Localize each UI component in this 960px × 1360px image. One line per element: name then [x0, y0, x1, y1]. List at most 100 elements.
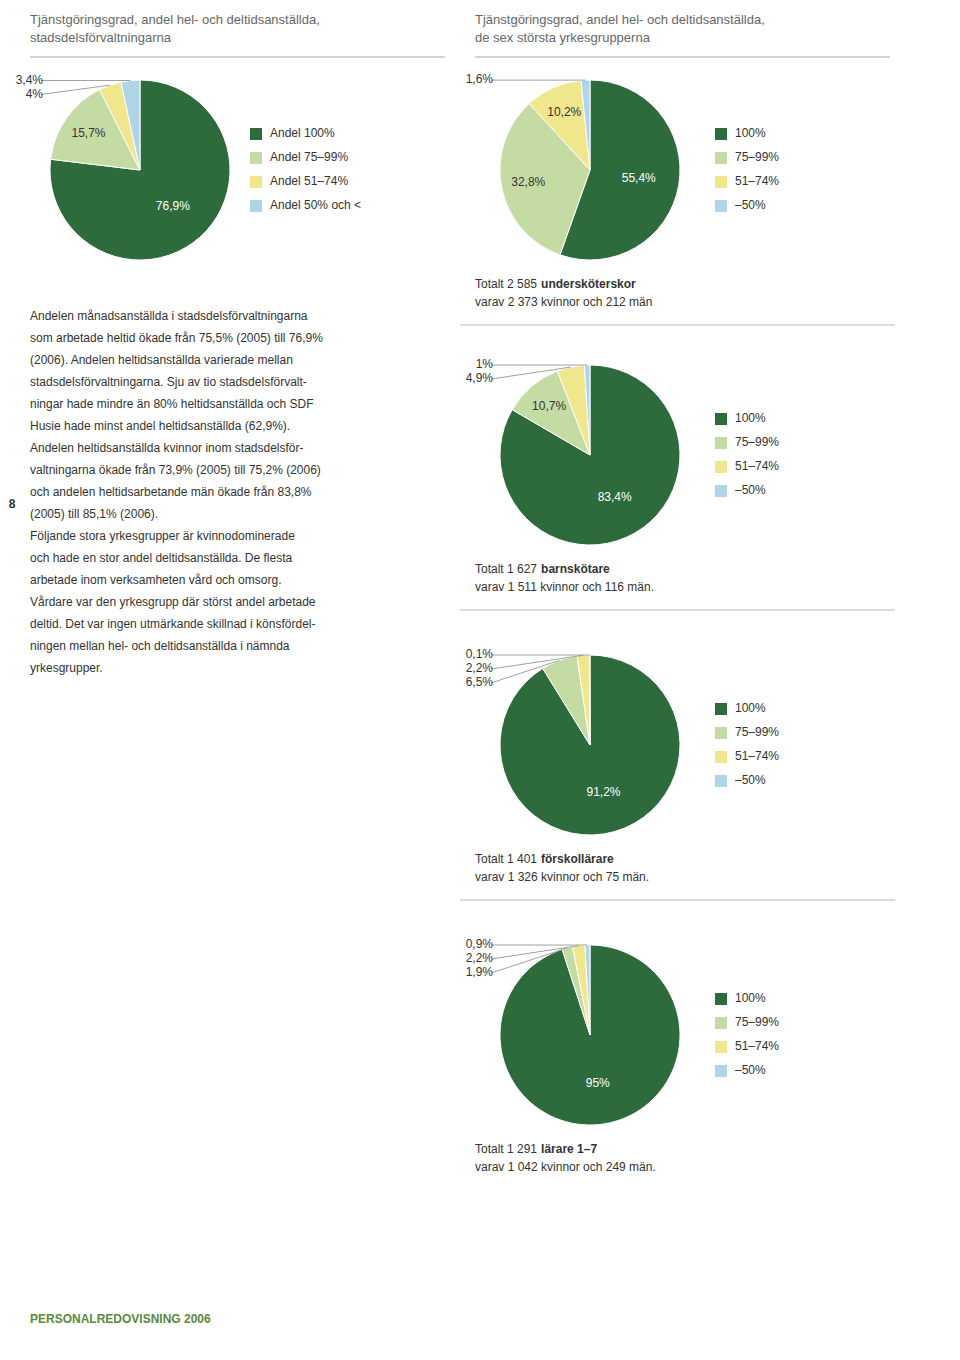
data-label: 95% — [586, 1076, 610, 1090]
data-label: 1,6% — [466, 72, 494, 86]
legend-label: 100% — [735, 126, 766, 140]
slices — [500, 655, 680, 835]
leader-line — [41, 85, 110, 94]
caption: varav 1 326 kvinnor och 75 män. — [475, 870, 649, 884]
body-text: arbetade inom verksamheten vård och omso… — [30, 573, 281, 587]
data-label: 6,5% — [466, 675, 494, 689]
body-text: ningen mellan hel- och deltidsanställda … — [30, 639, 290, 653]
body-text: Husie hade minst andel heltidsanställda … — [30, 419, 290, 433]
legend-swatch — [715, 128, 727, 140]
legend-swatch — [250, 128, 262, 140]
separator — [460, 900, 895, 901]
data-labels: 91,2% 0,1%2,2%6,5% — [466, 647, 621, 799]
legend-label: 75–99% — [735, 435, 779, 449]
legend-label: 100% — [735, 411, 766, 425]
data-label: 2,2% — [466, 661, 494, 675]
legend-swatch — [715, 727, 727, 739]
slices — [50, 80, 230, 260]
pie-slice — [589, 655, 591, 745]
legend-swatch — [250, 152, 262, 164]
caption: Totalt 1 627 — [475, 562, 537, 576]
legend-swatch — [715, 775, 727, 787]
legend-swatch — [715, 200, 727, 212]
legend-swatch — [715, 751, 727, 763]
legend-swatch — [715, 1017, 727, 1029]
body-text: Andelen heltidsanställda kvinnor inom st… — [30, 441, 304, 455]
legend-item: 51–74% — [715, 749, 779, 763]
legend-label: 100% — [735, 701, 766, 715]
legend-label: Andel 50% och < — [270, 198, 361, 212]
legend-label: –50% — [735, 483, 766, 497]
pie-slice — [50, 80, 230, 260]
data-label: 83,4% — [598, 490, 632, 504]
pie-slice — [500, 655, 680, 835]
legend-swatch — [715, 461, 727, 473]
body-text: Följande stora yrkesgrupper är kvinnodom… — [30, 529, 295, 543]
legend-swatch — [715, 152, 727, 164]
legend-label: 51–74% — [735, 749, 779, 763]
pie-slice — [585, 945, 590, 1035]
legend-swatch — [715, 437, 727, 449]
separator — [460, 610, 895, 611]
page-number: 8 — [9, 497, 16, 511]
data-label: 10,7% — [532, 399, 566, 413]
pie-slice — [573, 945, 590, 1035]
data-label: 1,9% — [466, 965, 494, 979]
title: Tjänstgöringsgrad, andel hel- och deltid… — [30, 12, 320, 45]
pie-slice — [543, 656, 590, 745]
legend-swatch — [715, 485, 727, 497]
caption: varav 1 042 kvinnor och 249 män. — [475, 1160, 656, 1174]
leader-line — [491, 655, 590, 656]
body-text: ningar hade mindre än 80% heltidsanställ… — [30, 397, 314, 411]
caption: varav 1 511 kvinnor och 116 män. — [475, 580, 654, 594]
data-label: 4,9% — [466, 371, 494, 385]
caption: Totalt 1 401 — [475, 852, 537, 866]
slices — [500, 365, 680, 545]
leader-line — [491, 365, 587, 366]
data-label: 10,2% — [547, 105, 581, 119]
body-text: Vårdare var den yrkesgrupp där störst an… — [30, 595, 316, 609]
legend-item: 51–74% — [715, 1039, 779, 1053]
legend-swatch — [715, 176, 727, 188]
data-label: 91,2% — [586, 785, 620, 799]
legend-label: 75–99% — [735, 1015, 779, 1029]
pie-slice — [584, 365, 590, 455]
title: Tjänstgöringsgrad, andel hel- och deltid… — [475, 12, 765, 45]
legend-item: –50% — [715, 198, 766, 212]
legend-item: –50% — [715, 773, 766, 787]
legend-label: Andel 51–74% — [270, 174, 348, 188]
separator — [475, 57, 890, 58]
slices — [500, 80, 680, 260]
body-text: valtningarna ökade från 73,9% (2005) til… — [30, 463, 321, 477]
leader-line — [491, 945, 587, 946]
legend-label: 51–74% — [735, 459, 779, 473]
legend: 100%75–99%51–74%–50% — [715, 991, 779, 1077]
pie-slice — [581, 80, 590, 170]
legend-item: Andel 75–99% — [250, 150, 348, 164]
pie-chart: 95%0,9%2,2%1,9% — [466, 937, 680, 1125]
legend-item: –50% — [715, 483, 766, 497]
pie-slice — [529, 80, 590, 170]
data-label: 0,1% — [466, 647, 494, 661]
pie-slice — [121, 80, 140, 170]
body-text: som arbetade heltid ökade från 75,5% (20… — [30, 331, 323, 345]
leader-line — [491, 946, 579, 959]
legend-swatch — [715, 413, 727, 425]
legend-item: 51–74% — [715, 174, 779, 188]
data-labels: 83,4%10,7%1%4,9% — [466, 357, 632, 504]
separator — [460, 325, 895, 326]
legend-item: 100% — [715, 701, 766, 715]
slices — [500, 945, 680, 1125]
data-labels: 76,9%15,7%3,4%4% — [16, 73, 191, 214]
leader-line — [491, 367, 571, 379]
legend-item: 75–99% — [715, 435, 779, 449]
body-text: (2005) till 85,1% (2006). — [30, 507, 158, 521]
data-label: 15,7% — [71, 126, 105, 140]
data-label: 2,2% — [466, 951, 494, 965]
legend-item: –50% — [715, 1063, 766, 1077]
legend-swatch — [715, 993, 727, 1005]
data-label: 3,4% — [16, 73, 44, 87]
legend-item: 75–99% — [715, 1015, 779, 1029]
body-text: yrkesgrupper. — [30, 661, 103, 675]
pie-slice — [577, 655, 590, 745]
